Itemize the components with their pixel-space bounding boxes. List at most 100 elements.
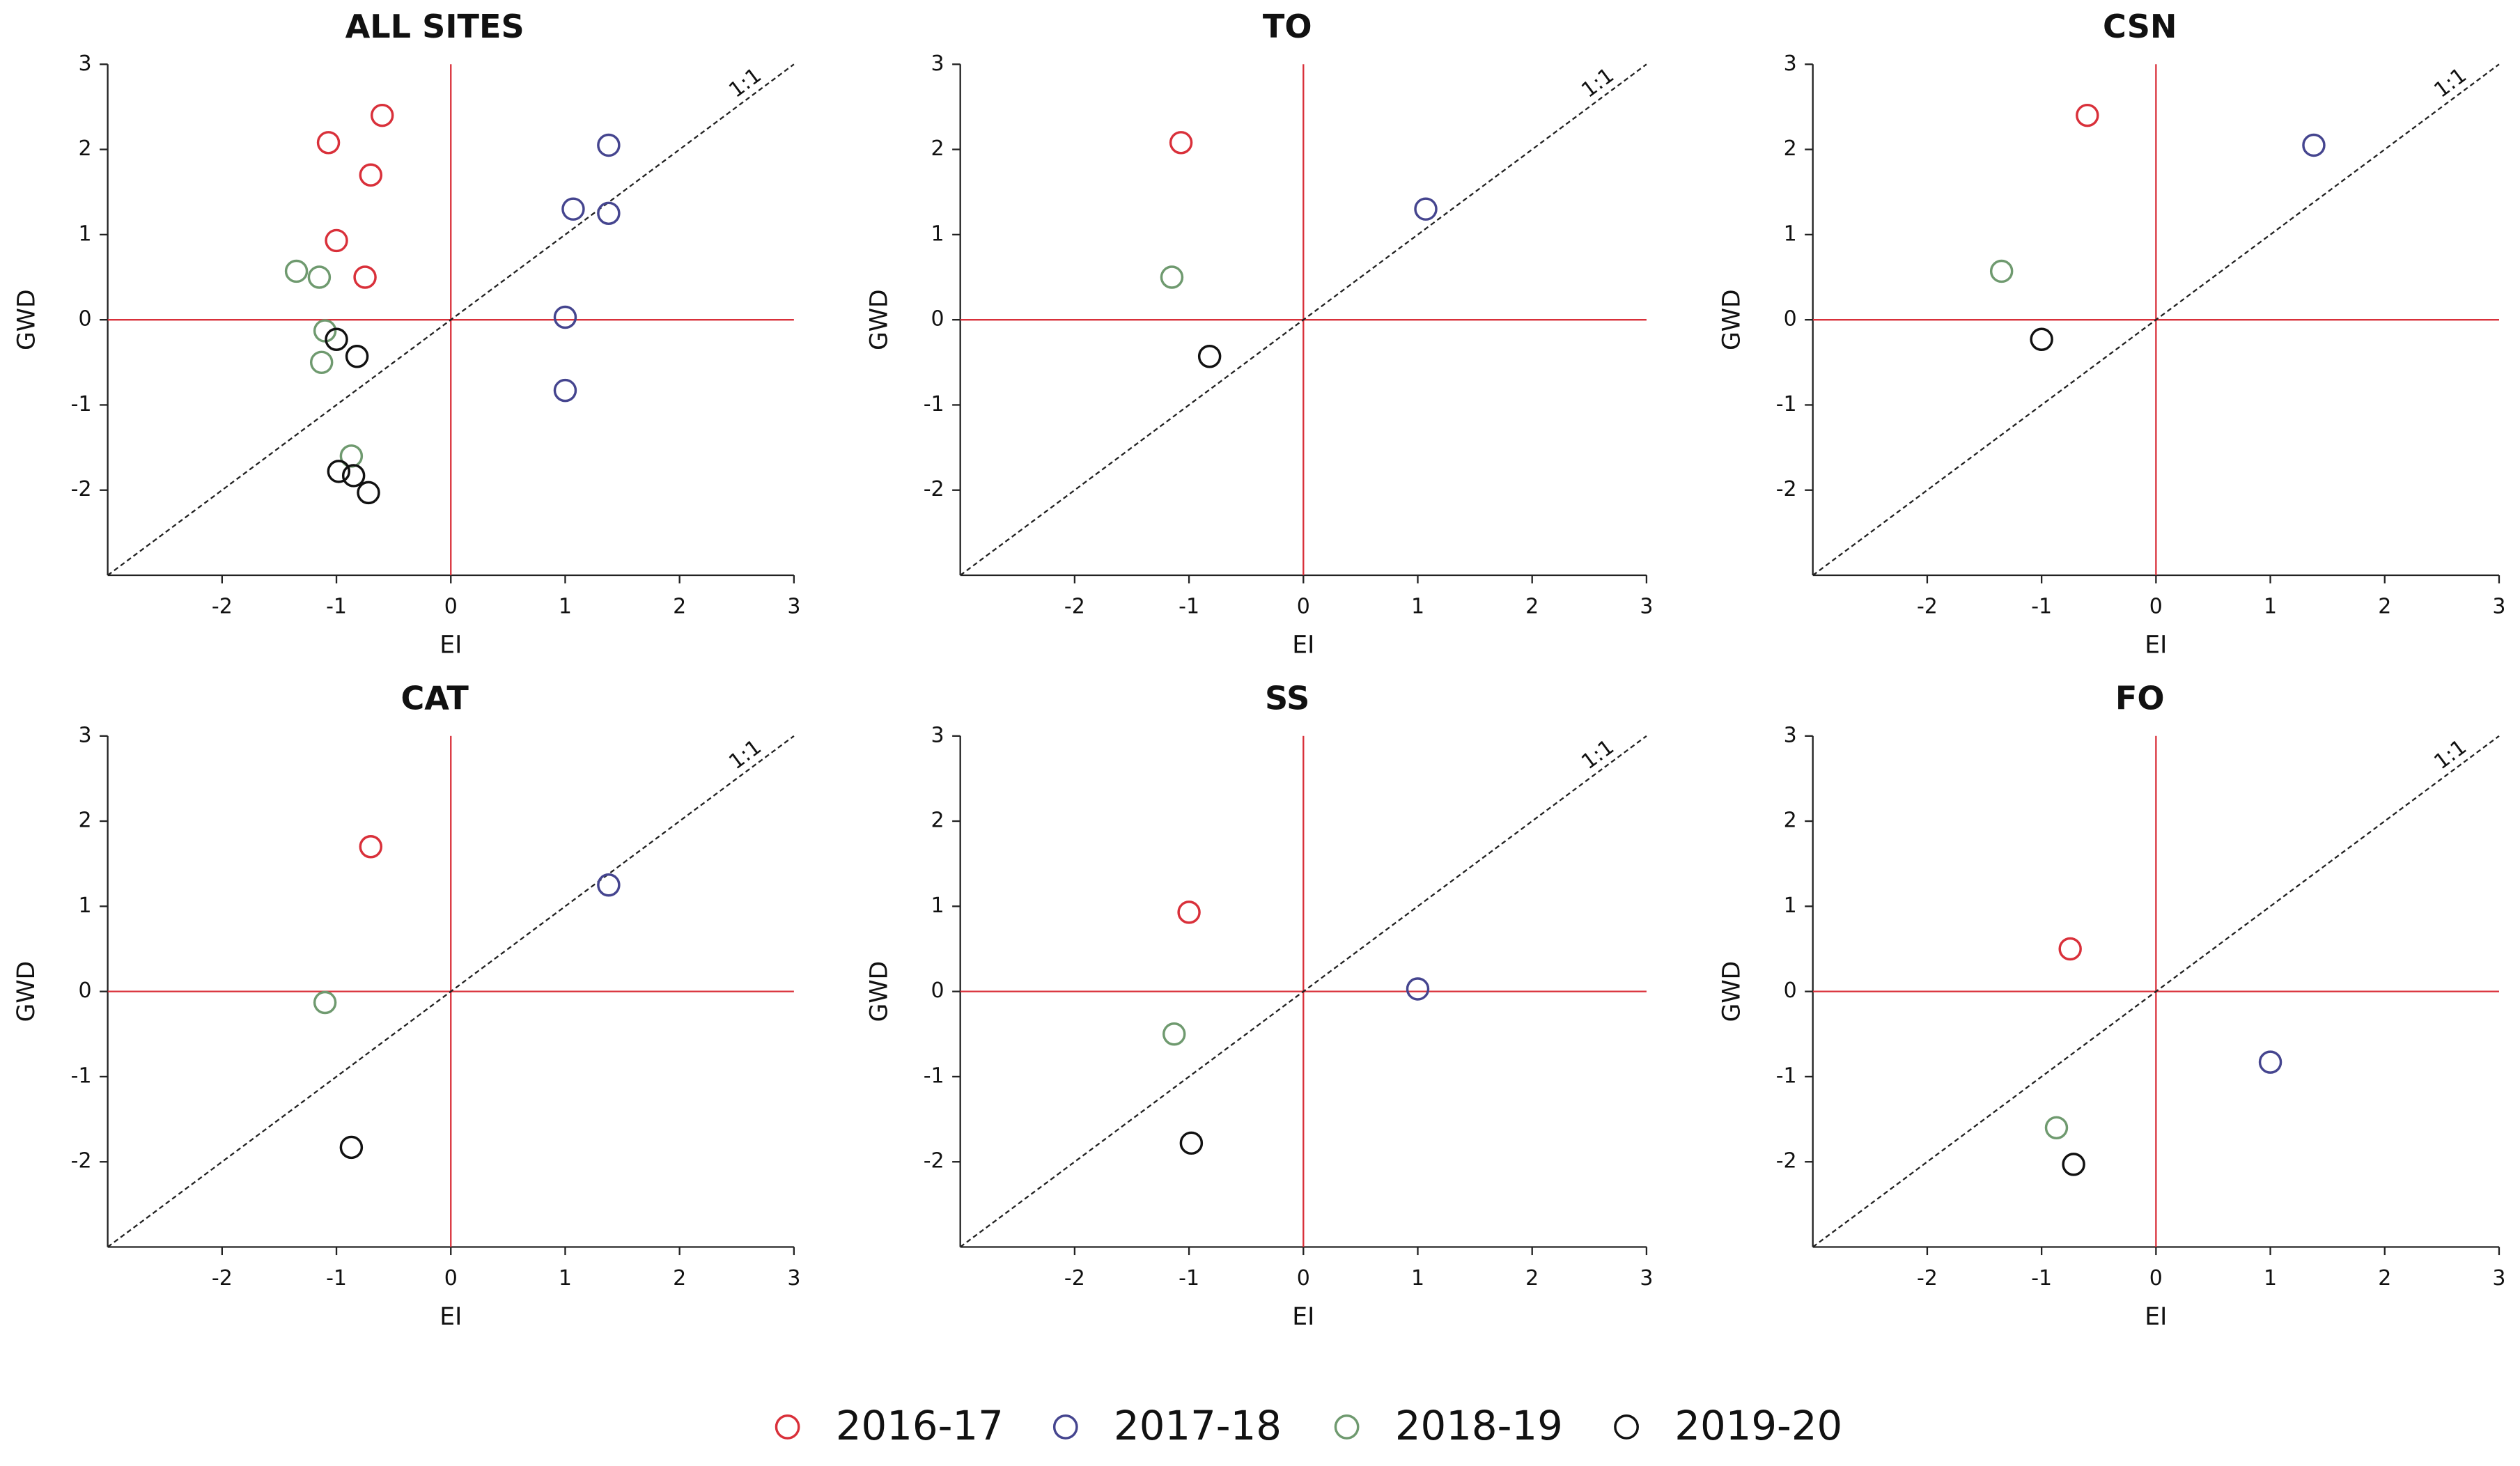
point — [1177, 900, 1201, 924]
identity-label: 1:1 — [2429, 735, 2471, 774]
point — [313, 990, 337, 1015]
x-tick-label: 3 — [2492, 595, 2505, 619]
y-tick-label: 0 — [931, 307, 944, 332]
y-tick-label: 2 — [1784, 809, 1797, 833]
point — [2076, 103, 2099, 127]
y-tick-label: 1 — [78, 221, 91, 246]
chart-title: SS — [1265, 680, 1309, 717]
point — [2058, 937, 2082, 961]
y-tick-label: 1 — [931, 221, 944, 246]
x-tick-label: 3 — [787, 595, 800, 619]
identity-line — [959, 63, 1647, 576]
y-tick-label: 2 — [931, 137, 944, 161]
x-tick-label: 1 — [2264, 595, 2277, 619]
x-tick-label: 2 — [1525, 595, 1539, 619]
y-axis-label: GWD — [1718, 289, 1745, 350]
x-tick-label: 0 — [2149, 1266, 2163, 1290]
y-tick-label: -2 — [1776, 1149, 1797, 1173]
identity-line — [959, 735, 1647, 1248]
y-tick-label: 2 — [78, 137, 91, 161]
point — [2258, 1050, 2282, 1074]
y-tick-label: 2 — [1784, 137, 1797, 161]
x-axis-label: EI — [1292, 632, 1314, 660]
point — [553, 305, 577, 329]
y-tick-label: 3 — [1784, 52, 1797, 76]
point — [359, 835, 383, 859]
x-tick-label: -1 — [1179, 1266, 1199, 1290]
x-axis-label: EI — [440, 1303, 462, 1331]
point — [345, 345, 369, 368]
y-tick-label: -1 — [1776, 392, 1797, 416]
point — [325, 228, 348, 253]
x-tick-label: 1 — [2264, 1266, 2277, 1290]
chart-title: ALL SITES — [345, 8, 524, 45]
x-tick-label: -1 — [1179, 595, 1199, 619]
x-tick-label: 3 — [787, 1266, 800, 1290]
y-axis-label: GWD — [865, 961, 893, 1022]
x-tick-label: 0 — [1297, 595, 1310, 619]
point — [284, 259, 309, 283]
x-tick-label: -2 — [1064, 1266, 1085, 1290]
x-tick-label: 2 — [673, 1266, 686, 1290]
point — [2302, 133, 2326, 157]
x-tick-label: 0 — [444, 595, 458, 619]
point — [325, 327, 348, 352]
y-tick-label: -2 — [71, 477, 92, 501]
y-tick-label: 1 — [1784, 894, 1797, 918]
chart-title: CAT — [400, 680, 469, 717]
point — [1406, 977, 1430, 1001]
point — [353, 265, 377, 289]
y-axis-label: GWD — [865, 289, 893, 350]
legend-marker — [775, 1414, 800, 1440]
y-tick-label: 2 — [931, 809, 944, 833]
point — [1179, 1131, 1204, 1155]
identity-line — [107, 735, 795, 1248]
x-tick-label: 2 — [2378, 1266, 2391, 1290]
point — [309, 350, 334, 375]
legend-label: 2019-20 — [1674, 1402, 1842, 1449]
x-tick-label: -1 — [326, 595, 347, 619]
x-tick-label: 0 — [2149, 595, 2163, 619]
point — [1989, 259, 2014, 283]
legend-label: 2017-18 — [1114, 1402, 1282, 1449]
point — [561, 197, 585, 221]
y-tick-label: 0 — [931, 978, 944, 1003]
x-tick-label: 1 — [559, 1266, 572, 1290]
x-tick-label: -2 — [1064, 595, 1085, 619]
y-tick-label: -2 — [71, 1149, 92, 1173]
y-tick-label: 3 — [1784, 723, 1797, 747]
x-tick-label: 3 — [2492, 1266, 2505, 1290]
point — [359, 163, 383, 187]
point — [1162, 1022, 1186, 1046]
x-axis-label: EI — [1292, 1303, 1314, 1331]
x-tick-label: -1 — [326, 1266, 347, 1290]
y-tick-label: 0 — [78, 978, 91, 1003]
point — [357, 481, 380, 505]
point — [370, 103, 394, 127]
identity-label: 1:1 — [724, 735, 766, 774]
x-tick-label: 2 — [2378, 595, 2391, 619]
x-tick-label: 0 — [444, 1266, 458, 1290]
legend-label: 2018-19 — [1395, 1402, 1563, 1449]
x-tick-label: 1 — [559, 595, 572, 619]
identity-label: 1:1 — [2429, 63, 2471, 103]
x-tick-label: 1 — [1411, 595, 1424, 619]
chart-title: FO — [2115, 680, 2165, 717]
x-tick-label: 2 — [673, 595, 686, 619]
y-tick-label: 1 — [931, 894, 944, 918]
y-tick-label: -1 — [71, 1063, 92, 1088]
identity-label: 1:1 — [1577, 63, 1619, 103]
y-tick-label: 3 — [931, 52, 944, 76]
y-tick-label: -2 — [924, 1149, 944, 1173]
point — [316, 131, 341, 155]
x-tick-label: -1 — [2031, 595, 2052, 619]
legend-label: 2016-17 — [836, 1402, 1004, 1449]
x-tick-label: 0 — [1297, 1266, 1310, 1290]
chart-title: TO — [1263, 8, 1312, 45]
point — [339, 1135, 364, 1160]
point — [307, 265, 332, 289]
y-tick-label: 0 — [78, 307, 91, 332]
chart-title: CSN — [2103, 8, 2177, 45]
y-tick-label: 1 — [1784, 221, 1797, 246]
y-tick-label: 3 — [78, 723, 91, 747]
